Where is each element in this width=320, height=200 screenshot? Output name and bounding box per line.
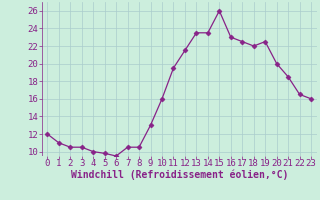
X-axis label: Windchill (Refroidissement éolien,°C): Windchill (Refroidissement éolien,°C) [70, 170, 288, 180]
